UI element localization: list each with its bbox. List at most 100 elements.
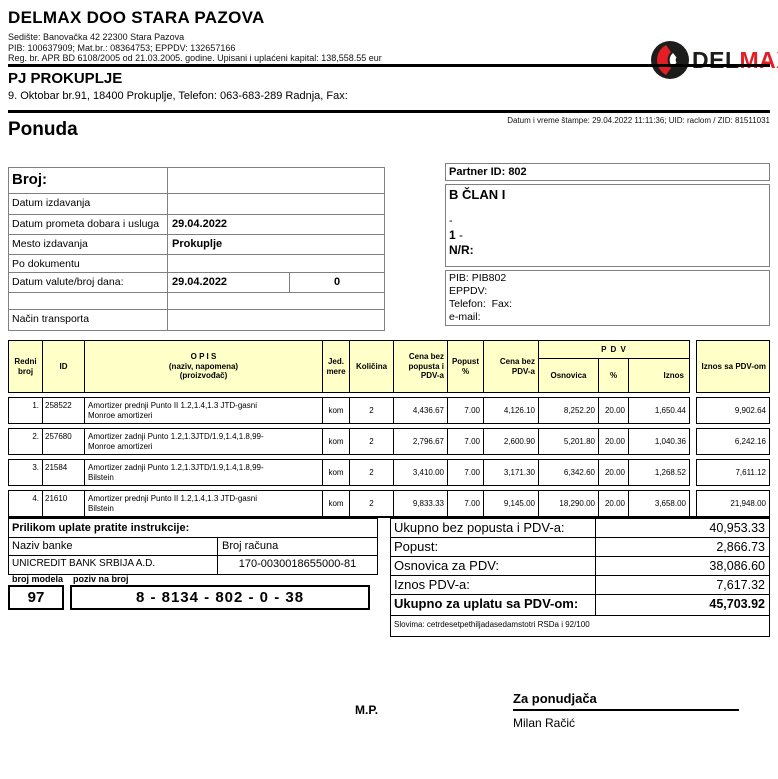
item-cena-bez-popusta: 2,796.67 — [394, 429, 448, 454]
item-jm: kom — [323, 491, 350, 516]
item-row: 2. 257680 Amortizer zadnji Punto 1.2,1.3… — [8, 428, 770, 455]
account-number: 170-0030018655000-81 — [238, 558, 357, 570]
partner-pib: PIB: PIB802 — [449, 272, 507, 284]
item-pdv-iznos: 1,268.52 — [654, 468, 686, 477]
header-jed-mere: Jed. mere — [323, 341, 350, 392]
footer-divider — [8, 516, 770, 518]
partner-num-suffix: - — [459, 228, 464, 242]
item-popust: 7.00 — [448, 460, 484, 485]
item-id: 21610 — [43, 491, 85, 516]
header-kolicina: Količina — [350, 341, 394, 392]
partner-name: B ČLAN I — [449, 187, 506, 202]
company-address: Sedište: Banovačka 42 22300 Stara Pazova — [8, 32, 185, 42]
transport-label: Način transporta — [9, 310, 168, 330]
header-cena-bez-popusta: Cena bez popusta i PDV-a — [394, 341, 448, 392]
item-kolicina: 2 — [350, 429, 394, 454]
item-rb: 2. — [9, 429, 43, 454]
partner-id-box: Partner ID: 802 — [445, 163, 770, 181]
item-cena-bez-popusta: 9,833.33 — [394, 491, 448, 516]
company-name: DELMAX DOO STARA PAZOVA — [8, 8, 265, 27]
header-cena-bez-pdv: Cena bez PDV-a — [484, 341, 539, 392]
item-id: 258522 — [43, 398, 85, 423]
amount-in-words: Slovima: cetrdesetpethiljadasedamstotri … — [394, 620, 590, 629]
header-opis-title: O P I S — [190, 352, 217, 362]
item-pdv-iznos: 1,040.36 — [654, 437, 686, 446]
total-row: Popust: 2,866.73 — [391, 538, 769, 557]
item-cena-bez-pdv: 4,126.10 — [484, 398, 539, 423]
partner-id-label: Partner ID: — [449, 166, 506, 178]
info-row-valuta: Datum valute/broj dana: 29.04.2022 0 — [9, 272, 384, 292]
partner-blank-line — [449, 203, 769, 215]
info-value — [168, 293, 384, 309]
info-row-transport: Način transporta — [9, 309, 384, 330]
info-row: Mesto izdavanja Prokuplje — [9, 234, 384, 254]
item-kolicina: 2 — [350, 460, 394, 485]
item-osnovica: 8,252.20 — [539, 398, 599, 423]
signature-for-label: Za ponudjača — [513, 691, 739, 711]
delmax-logo: DELMAX — [650, 40, 778, 80]
logo-max: MAX — [739, 46, 778, 73]
item-row-main: 2. 257680 Amortizer zadnji Punto 1.2,1.3… — [8, 428, 690, 455]
partner-email: e-mail: — [449, 311, 481, 323]
item-popust: 7.00 — [448, 491, 484, 516]
partner-address-box: B ČLAN I - 1 - N/R: — [445, 184, 770, 267]
header-pdv-group: P D V Osnovica % Iznos — [539, 341, 689, 392]
grand-total-label: Ukupno za uplatu sa PDV-om: — [391, 595, 596, 615]
item-popust: 7.00 — [448, 429, 484, 454]
partner-city-line: 1 - — [449, 228, 769, 243]
payment-title: Prilikom uplate pratite instrukcije: — [9, 519, 377, 538]
total-row: Iznos PDV-a: 7,617.32 — [391, 576, 769, 595]
item-osnovica: 5,201.80 — [539, 429, 599, 454]
items-table-header: Redni broj ID O P I S (naziv, napomena) … — [8, 340, 770, 393]
item-osnovica: 6,342.60 — [539, 460, 599, 485]
grand-total-value: 45,703.92 — [709, 597, 765, 611]
item-pdv-pct: 20.00 — [599, 398, 629, 423]
header-opis-sub2: (proizvođač) — [179, 371, 228, 381]
signature-name: Milan Račić — [513, 716, 576, 730]
total-label: Iznos PDV-a: — [391, 576, 596, 594]
header-pdv-subrow: Osnovica % Iznos — [539, 359, 689, 392]
info-value: 29.04.2022 — [172, 218, 228, 230]
partner-nr-label: N/R: — [449, 243, 474, 257]
info-value: Prokuplje — [172, 238, 223, 250]
total-label: Ukupno bez popusta i PDV-a: — [391, 519, 596, 537]
total-row: Osnovica za PDV: 38,086.60 — [391, 557, 769, 576]
header-id: ID — [43, 341, 85, 392]
header-opis-sub1: (naziv, napomena) — [168, 361, 239, 371]
item-opis: Amortizer zadnji Punto 1.2,1.3JTD/1.9,1.… — [85, 429, 323, 454]
item-pdv-pct: 20.00 — [599, 460, 629, 485]
item-cena-bez-pdv: 9,145.00 — [484, 491, 539, 516]
valute-days: 0 — [333, 276, 341, 288]
grand-total-row: Ukupno za uplatu sa PDV-om: 45,703.92 — [391, 595, 769, 616]
item-row-main: 3. 21584 Amortizer zadnji Punto 1.2,1.3J… — [8, 459, 690, 486]
document-info-table: Broj: Datum izdavanja Datum prometa doba… — [8, 167, 385, 331]
model-label: broj modela — [12, 574, 64, 584]
item-jm: kom — [323, 429, 350, 454]
partner-id-value: 802 — [508, 166, 527, 178]
mp-stamp-label: M.P. — [355, 703, 379, 717]
item-row: 4. 21610 Amortizer prednji Punto II 1.2,… — [8, 490, 770, 517]
item-rb: 1. — [9, 398, 43, 423]
item-opis-line2: Monroe amortizeri — [88, 441, 153, 451]
payment-labels-row: Naziv banke Broj računa — [9, 538, 377, 556]
header-iznos-sa-pdv: Iznos sa PDV-om — [696, 340, 770, 393]
total-value: 38,086.60 — [709, 559, 765, 573]
header-pdv-iznos: Iznos — [663, 370, 684, 380]
signature-block: Za ponudjača Milan Račić — [513, 691, 739, 730]
payment-values-row: UNICREDIT BANK SRBIJA A.D. 170-003001865… — [9, 556, 377, 574]
broj-value — [168, 168, 384, 193]
header-divider — [8, 64, 770, 67]
header-redni-broj: Redni broj — [9, 341, 43, 392]
info-value — [168, 194, 384, 214]
item-pdv-pct: 20.00 — [599, 429, 629, 454]
item-cena-bez-popusta: 3,410.00 — [394, 460, 448, 485]
item-rb: 4. — [9, 491, 43, 516]
item-iznos-sa-pdv: 7,611.12 — [696, 459, 770, 486]
valute-date: 29.04.2022 — [168, 273, 290, 292]
info-label — [9, 293, 168, 309]
info-row: Datum izdavanja — [9, 193, 384, 214]
page-title: Ponuda — [8, 119, 78, 140]
item-opis: Amortizer prednji Punto II 1.2,1.4,1.3 J… — [85, 398, 323, 423]
logo-text: DELMAX — [692, 46, 778, 73]
